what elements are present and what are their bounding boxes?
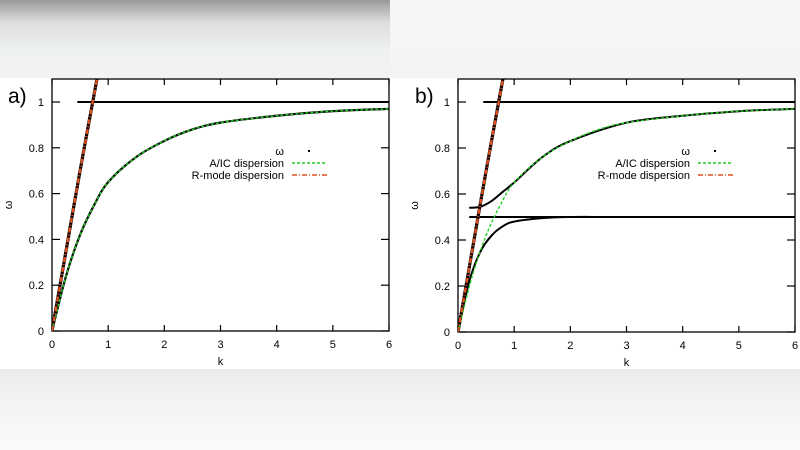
series-line [52, 108, 389, 331]
x-tick-label: 6 [792, 340, 798, 352]
series-line [458, 215, 795, 332]
y-tick-label: 0 [444, 327, 450, 339]
y-tick-label: 0.8 [435, 143, 450, 155]
x-tick-label: 0 [455, 340, 461, 352]
blurred-bottom-background [0, 369, 800, 450]
legend-label-aic: A/IC dispersion [209, 158, 284, 170]
x-tick-label: 4 [680, 340, 686, 352]
y-tick-label: 0 [38, 326, 44, 338]
y-tick-label: 0.2 [435, 281, 450, 293]
x-tick-label: 5 [736, 340, 742, 352]
x-tick-label: 3 [217, 339, 223, 351]
legend-label-rmode: R-mode dispersion [192, 170, 284, 182]
x-tick-label: 1 [105, 339, 111, 351]
plot-frame [457, 78, 796, 333]
series-line [469, 107, 795, 209]
figure-background [0, 78, 800, 369]
legend-label-aic: A/IC dispersion [615, 158, 690, 170]
panel-label-a: a) [8, 85, 27, 108]
x-tick-label: 2 [161, 339, 167, 351]
y-tick-label: 1 [444, 97, 450, 109]
x-axis-label: k [218, 356, 224, 368]
y-tick-label: 0.4 [435, 235, 450, 247]
y-tick-label: 0.6 [435, 189, 450, 201]
legend-label-omega: ω [275, 146, 284, 158]
x-tick-label: 4 [274, 339, 280, 351]
y-axis-label: ω [3, 200, 15, 209]
y-tick-label: 0.4 [29, 234, 44, 246]
y-tick-label: 0.6 [29, 189, 44, 201]
x-tick-label: 5 [330, 339, 336, 351]
series-line [458, 79, 505, 332]
x-tick-label: 1 [511, 340, 517, 352]
y-tick-label: 1 [38, 97, 44, 109]
series-line [52, 79, 99, 331]
x-axis-label: k [624, 357, 630, 369]
legend-marker-omega [714, 150, 716, 152]
blurred-top-background [0, 0, 800, 78]
x-tick-label: 2 [567, 340, 573, 352]
y-axis-label: ω [409, 201, 421, 210]
panel-label-b: b) [415, 85, 434, 108]
legend-label-rmode: R-mode dispersion [598, 170, 690, 182]
x-tick-label: 0 [49, 339, 55, 351]
series-line [458, 108, 795, 332]
legend-marker-omega [308, 150, 310, 152]
x-tick-label: 6 [386, 339, 392, 351]
x-tick-label: 3 [623, 340, 629, 352]
plot-frame [51, 78, 390, 332]
legend-label-omega: ω [681, 146, 690, 158]
y-tick-label: 0.8 [29, 143, 44, 155]
y-tick-label: 0.2 [29, 280, 44, 292]
